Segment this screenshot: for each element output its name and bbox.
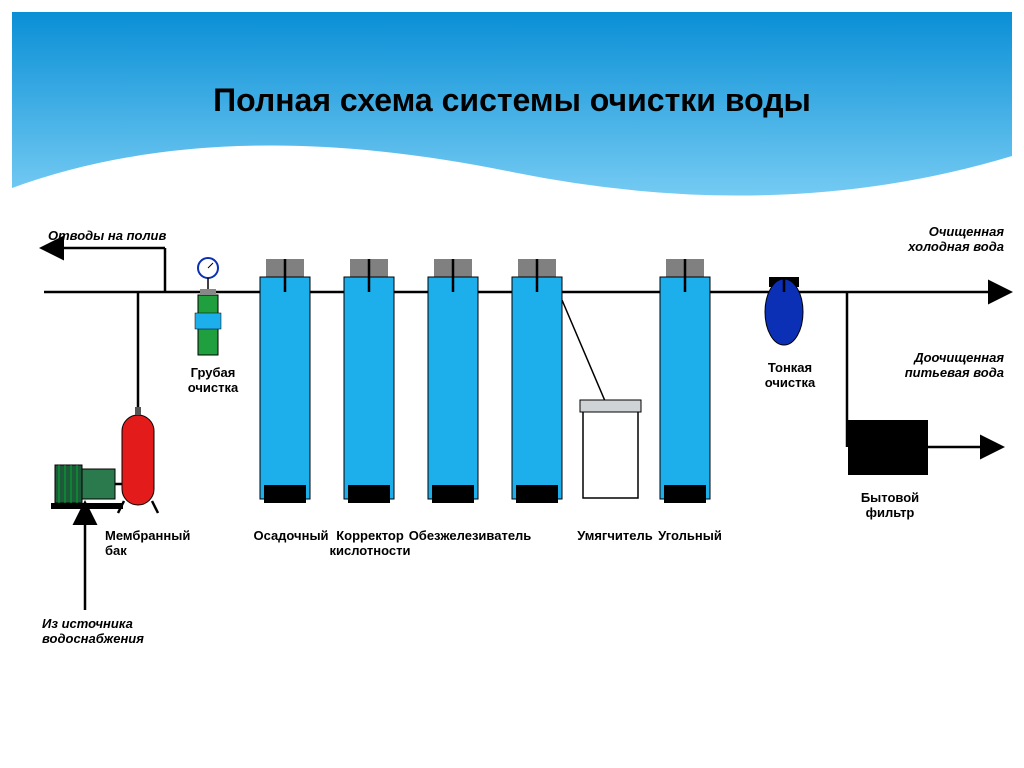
household-filter bbox=[848, 420, 928, 475]
softener-lid bbox=[580, 400, 641, 412]
filter-column bbox=[344, 277, 394, 499]
filter-column bbox=[660, 277, 710, 499]
label-household: Бытовой фильтр bbox=[850, 490, 930, 520]
column-foot bbox=[348, 485, 390, 503]
column-foot bbox=[264, 485, 306, 503]
filter-column bbox=[512, 277, 562, 499]
label-membrane: Мембранный бак bbox=[105, 528, 205, 558]
softener-tank bbox=[583, 410, 638, 498]
column-foot bbox=[516, 485, 558, 503]
pump-body bbox=[82, 469, 115, 499]
label-cold-water: Очищенная холодная вода bbox=[874, 224, 1004, 254]
filter-column bbox=[428, 277, 478, 499]
label-irrigation: Отводы на полив bbox=[48, 228, 166, 243]
label-fine: Тонкая очистка bbox=[755, 360, 825, 390]
slide: Полная схема системы очистки воды Отводы… bbox=[0, 0, 1024, 768]
label-c3: Обезжелезиватель bbox=[400, 528, 540, 543]
label-c5: Угольный bbox=[640, 528, 740, 543]
label-drinking-water: Доочищенная питьевая вода bbox=[874, 350, 1004, 380]
membrane-tank bbox=[122, 415, 154, 505]
column-foot bbox=[432, 485, 474, 503]
filter-column bbox=[260, 277, 310, 499]
column-foot bbox=[664, 485, 706, 503]
label-coarse: Грубая очистка bbox=[178, 365, 248, 395]
label-source: Из источника водоснабжения bbox=[42, 616, 182, 646]
page-title: Полная схема системы очистки воды bbox=[0, 82, 1024, 119]
coarse-filter-band bbox=[195, 313, 221, 329]
